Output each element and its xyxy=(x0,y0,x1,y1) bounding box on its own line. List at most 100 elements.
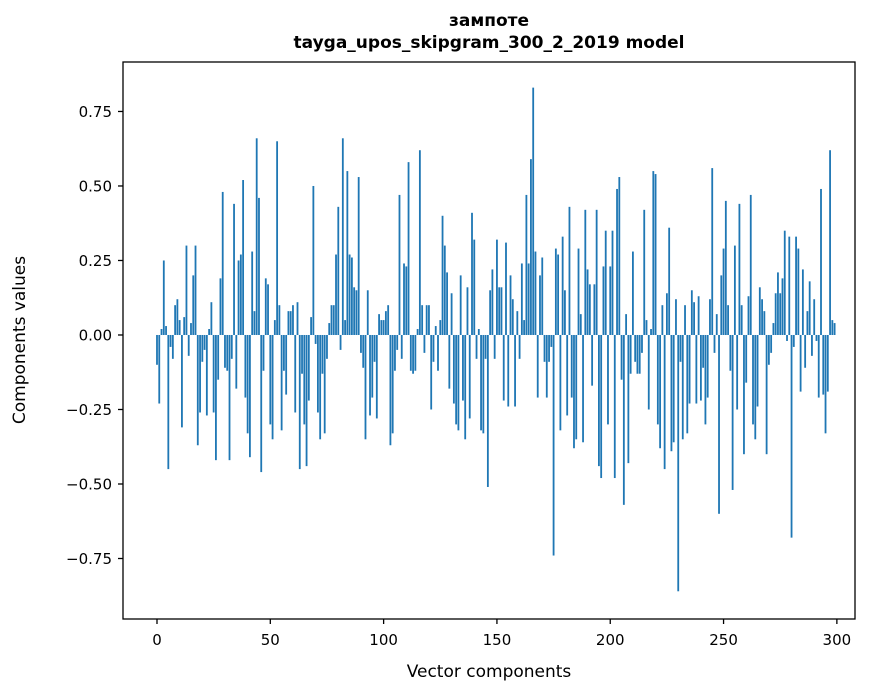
bar-135 xyxy=(462,334,464,401)
bar-268 xyxy=(763,311,766,335)
y-tick-label: −0.50 xyxy=(66,475,112,493)
bar-182 xyxy=(568,206,571,335)
bar-144 xyxy=(482,334,485,434)
x-tick-label: 150 xyxy=(483,631,512,649)
bar-174 xyxy=(550,334,553,347)
bar-179 xyxy=(561,236,564,335)
bar-295 xyxy=(824,334,827,434)
bar-116 xyxy=(418,150,421,335)
bar-54 xyxy=(278,305,281,335)
bar-109 xyxy=(403,263,405,335)
bar-155 xyxy=(507,334,510,407)
bar-6 xyxy=(169,334,172,347)
bar-186 xyxy=(577,248,580,335)
bar-119 xyxy=(425,305,428,335)
bar-78 xyxy=(332,305,335,335)
bar-272 xyxy=(772,323,775,335)
bar-3 xyxy=(162,260,165,335)
bar-279 xyxy=(788,236,791,335)
bar-121 xyxy=(430,334,433,410)
bar-90 xyxy=(360,334,362,353)
y-tick-label: −0.75 xyxy=(66,550,112,568)
bar-97 xyxy=(375,334,378,419)
bar-199 xyxy=(607,334,609,425)
bars-group xyxy=(156,87,836,592)
bar-127 xyxy=(443,245,446,335)
bar-267 xyxy=(761,299,763,335)
bar-63 xyxy=(298,334,301,470)
bar-50 xyxy=(269,334,272,425)
bar-10 xyxy=(178,320,181,335)
bar-123 xyxy=(434,326,437,335)
bar-180 xyxy=(564,290,566,335)
bar-237 xyxy=(693,302,695,335)
bar-27 xyxy=(217,334,220,380)
bar-23 xyxy=(208,329,211,335)
bar-284 xyxy=(799,334,802,392)
bar-48 xyxy=(264,278,267,335)
bar-187 xyxy=(579,314,582,335)
bar-152 xyxy=(500,287,503,335)
bar-165 xyxy=(530,159,532,335)
bar-221 xyxy=(656,334,659,425)
bar-289 xyxy=(811,334,813,356)
y-tick-label: 0.25 xyxy=(79,252,112,270)
bar-85 xyxy=(348,254,351,335)
bar-79 xyxy=(335,254,337,335)
bar-291 xyxy=(815,334,818,341)
bar-235 xyxy=(688,334,691,404)
bar-149 xyxy=(493,334,496,359)
bar-163 xyxy=(525,194,528,335)
bar-74 xyxy=(323,334,326,434)
bar-57 xyxy=(285,334,288,395)
bar-184 xyxy=(573,334,575,449)
bar-8 xyxy=(174,305,177,335)
bar-148 xyxy=(491,269,494,335)
bar-281 xyxy=(792,334,795,347)
bar-65 xyxy=(303,334,306,425)
bar-84 xyxy=(346,171,349,335)
bar-201 xyxy=(611,230,614,335)
bar-12 xyxy=(183,317,186,335)
bar-21 xyxy=(203,334,206,350)
bar-239 xyxy=(697,296,700,335)
bar-40 xyxy=(246,334,249,434)
bar-60 xyxy=(292,305,294,335)
bar-277 xyxy=(783,230,786,335)
bar-29 xyxy=(221,191,224,335)
bar-170 xyxy=(541,257,544,335)
bar-140 xyxy=(473,239,476,335)
bar-200 xyxy=(609,266,612,335)
bar-55 xyxy=(280,334,283,431)
bar-266 xyxy=(758,287,761,335)
bar-111 xyxy=(407,162,410,335)
bar-99 xyxy=(380,320,383,335)
bar-34 xyxy=(233,203,235,335)
bar-28 xyxy=(219,278,222,335)
bar-169 xyxy=(539,275,541,335)
bar-194 xyxy=(595,209,598,335)
bar-205 xyxy=(620,334,623,380)
bar-188 xyxy=(582,334,584,443)
bar-262 xyxy=(749,194,752,335)
bar-293 xyxy=(820,188,822,335)
bar-61 xyxy=(294,334,297,413)
bar-67 xyxy=(307,334,310,401)
bar-206 xyxy=(622,334,625,505)
bar-198 xyxy=(604,230,607,335)
bar-273 xyxy=(774,293,777,335)
y-tick-label: 0.00 xyxy=(79,326,112,344)
bar-299 xyxy=(833,323,836,335)
bar-282 xyxy=(795,236,797,335)
bar-98 xyxy=(378,314,380,335)
bar-224 xyxy=(663,334,666,470)
bar-220 xyxy=(654,174,657,335)
bar-215 xyxy=(643,209,646,335)
bar-2 xyxy=(160,329,163,335)
bar-157 xyxy=(511,299,514,335)
bar-258 xyxy=(740,305,743,335)
bar-131 xyxy=(452,334,455,404)
bar-110 xyxy=(405,266,408,335)
bar-269 xyxy=(765,334,768,455)
bar-128 xyxy=(446,272,448,335)
